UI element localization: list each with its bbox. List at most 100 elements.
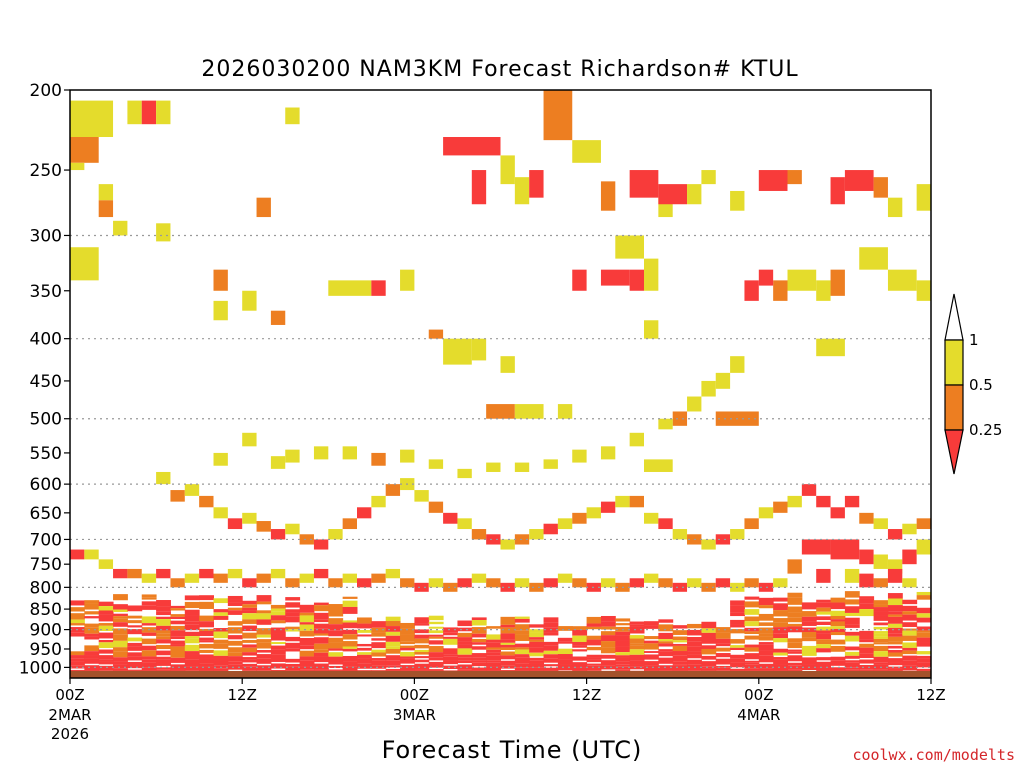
boundary-layer-cell	[687, 646, 702, 652]
ri-cell	[199, 568, 214, 579]
boundary-layer-cell	[873, 633, 889, 637]
boundary-layer-cell	[98, 655, 114, 660]
colorbar-label: 0.25	[969, 421, 1002, 439]
boundary-layer-cell	[98, 610, 114, 615]
boundary-layer-cell	[256, 601, 272, 605]
boundary-layer-cell	[701, 670, 717, 672]
boundary-layer-cell	[70, 661, 85, 666]
boundary-layer-cell	[887, 627, 903, 634]
boundary-layer-cell	[730, 658, 745, 663]
boundary-layer-cell	[414, 623, 430, 626]
boundary-layer-cell	[199, 615, 214, 622]
ri-cell	[70, 549, 85, 560]
boundary-layer-cell	[730, 662, 745, 668]
boundary-layer-cell	[328, 604, 344, 611]
ri-cell	[313, 539, 329, 550]
boundary-layer-cell	[400, 667, 415, 671]
ri-cell	[471, 170, 487, 205]
boundary-layer-cell	[357, 663, 372, 669]
boundary-layer-cell	[816, 621, 832, 626]
ground-fill	[70, 670, 931, 678]
boundary-layer-cell	[256, 639, 272, 643]
boundary-layer-cell	[557, 637, 573, 642]
boundary-layer-cell	[844, 669, 860, 671]
boundary-layer-cell	[701, 628, 717, 633]
boundary-layer-cell	[285, 602, 301, 608]
boundary-layer-cell	[486, 639, 501, 643]
boundary-layer-cell	[199, 654, 214, 659]
boundary-layer-cell	[486, 662, 501, 667]
boundary-layer-cell	[758, 655, 774, 660]
boundary-layer-cell	[902, 665, 918, 671]
boundary-layer-cell	[256, 634, 272, 638]
boundary-layer-cell	[113, 634, 128, 641]
boundary-layer-cell	[471, 633, 487, 638]
boundary-layer-cell	[830, 667, 846, 671]
boundary-layer-cell	[687, 659, 702, 665]
ri-cell	[543, 578, 558, 588]
boundary-layer-cell	[715, 665, 731, 668]
boundary-layer-cell	[342, 670, 358, 672]
boundary-layer-cell	[113, 640, 128, 648]
boundary-layer-cell	[887, 605, 903, 612]
boundary-layer-cell	[600, 635, 616, 642]
boundary-layer-cell	[256, 628, 272, 635]
boundary-layer-cell	[156, 669, 171, 671]
boundary-layer-cell	[658, 651, 674, 657]
boundary-layer-cell	[730, 639, 745, 644]
boundary-layer-cell	[830, 626, 846, 629]
ri-cell	[414, 490, 429, 502]
boundary-layer-cell	[514, 654, 530, 658]
boundary-layer-cell	[84, 600, 100, 604]
boundary-layer-cell	[730, 645, 745, 648]
boundary-layer-cell	[859, 647, 875, 654]
boundary-layer-cell	[299, 604, 315, 610]
boundary-layer-cell	[629, 643, 645, 646]
boundary-layer-cell	[242, 644, 258, 648]
boundary-layer-cell	[385, 631, 401, 636]
ri-cell	[543, 90, 573, 141]
ri-cell	[199, 495, 214, 508]
ri-cell	[70, 100, 114, 138]
boundary-layer-cell	[156, 644, 171, 650]
boundary-layer-cell	[342, 596, 358, 599]
boundary-layer-cell	[859, 669, 875, 671]
boundary-layer-cell	[342, 634, 358, 640]
boundary-layer-cell	[443, 670, 458, 672]
boundary-layer-cell	[213, 612, 229, 616]
boundary-layer-cell	[98, 649, 114, 654]
ri-cell	[701, 582, 716, 592]
boundary-layer-cell	[572, 662, 588, 668]
boundary-layer-cell	[715, 638, 731, 644]
ri-cell	[141, 573, 157, 583]
boundary-layer-cell	[156, 616, 171, 620]
ri-cell	[730, 190, 745, 211]
ri-cell	[557, 518, 573, 530]
colorbar-label: 0.5	[969, 376, 993, 394]
boundary-layer-cell	[328, 662, 344, 665]
boundary-layer-cell	[744, 635, 760, 640]
ri-cell	[787, 170, 802, 185]
boundary-layer-cell	[428, 663, 444, 668]
boundary-layer-cell	[887, 593, 903, 599]
boundary-layer-cell	[514, 649, 530, 655]
boundary-layer-cell	[471, 642, 487, 645]
boundary-layer-cell	[830, 645, 846, 652]
boundary-layer-cell	[443, 656, 458, 661]
boundary-layer-cell	[672, 640, 688, 643]
boundary-layer-cell	[916, 630, 932, 633]
boundary-layer-cell	[227, 607, 243, 611]
ri-cell	[184, 573, 200, 583]
boundary-layer-cell	[70, 623, 85, 626]
boundary-layer-cell	[141, 656, 157, 660]
ri-cell	[414, 582, 429, 592]
ri-cell	[773, 501, 788, 513]
ri-cell	[644, 573, 659, 583]
boundary-layer-cell	[586, 646, 602, 651]
boundary-layer-cell	[816, 661, 832, 668]
boundary-layer-cell	[744, 631, 760, 635]
boundary-layer-cell	[141, 597, 157, 600]
ri-cell	[443, 137, 501, 156]
boundary-layer-cell	[887, 598, 903, 606]
boundary-layer-cell	[744, 662, 760, 665]
